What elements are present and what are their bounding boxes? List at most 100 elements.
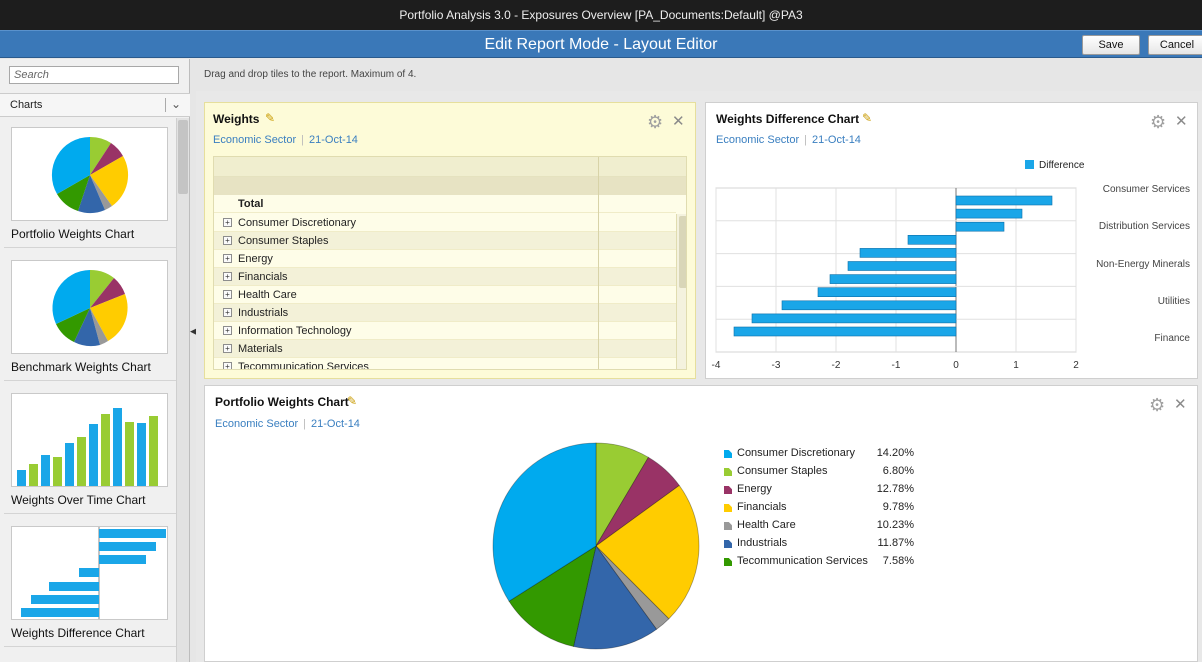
x-tick-label: 1 [1013, 360, 1019, 371]
x-tick-label: -1 [892, 360, 901, 371]
save-button[interactable]: Save [1082, 35, 1140, 55]
grouping-link[interactable]: Economic Sector [215, 418, 299, 430]
difference-bar [781, 300, 957, 311]
tile-weights-difference-chart[interactable]: Weights Difference Chart [4, 517, 176, 647]
difference-bar [751, 313, 957, 324]
row-label: Materials [238, 343, 283, 355]
pie-chart-icon [11, 260, 168, 354]
expand-icon[interactable]: + [223, 308, 232, 317]
expand-icon[interactable]: + [223, 344, 232, 353]
scrollbar-thumb[interactable] [679, 216, 686, 288]
pie-slice [595, 442, 649, 548]
pie-slice [595, 484, 700, 620]
pie-slice [595, 456, 680, 547]
grouping-link[interactable]: Economic Sector [716, 134, 800, 146]
table-row[interactable]: + Information Technology [214, 322, 676, 340]
table-row[interactable]: + Consumer Staples [214, 232, 676, 250]
category-label: Utilities [1158, 296, 1190, 307]
pencil-icon[interactable]: ✎ [347, 394, 358, 408]
legend-label: Difference [1039, 160, 1085, 171]
tile-list-scrollbar[interactable] [176, 118, 189, 662]
category-label: Non-Energy Minerals [1096, 259, 1190, 270]
expand-icon[interactable]: + [223, 272, 232, 281]
pie-slice [508, 545, 597, 647]
scrollbar-thumb[interactable] [178, 120, 188, 194]
table-row[interactable]: + Financials [214, 268, 676, 286]
chevron-down-icon[interactable]: ⌄ [171, 97, 182, 111]
category-label: Charts [10, 99, 43, 111]
expand-icon[interactable]: + [223, 218, 232, 227]
legend-percent: 10.23% [876, 519, 914, 531]
tile-weights-over-time-chart[interactable]: Weights Over Time Chart [4, 384, 176, 514]
panel-subtitle: Economic Sector | 21-Oct-14 [213, 134, 358, 146]
tile-label: Weights Difference Chart [11, 626, 145, 640]
table-row[interactable]: + Tecommunication Services [214, 358, 676, 370]
tile-portfolio-weights-chart[interactable]: Portfolio Weights Chart [4, 118, 176, 248]
tile-label: Weights Over Time Chart [11, 493, 146, 507]
collapse-panel-icon[interactable]: ◀ [190, 326, 197, 336]
gear-icon[interactable]: ⚙ [1150, 112, 1167, 132]
legend-percent: 7.58% [882, 555, 914, 567]
portfolio-pie-chart [492, 442, 700, 650]
difference-bar [847, 261, 957, 271]
portfolio-weights-panel[interactable]: Portfolio Weights Chart ✎ Economic Secto… [204, 385, 1198, 662]
table-row[interactable]: + Industrials [214, 304, 676, 322]
legend-label: Consumer Discretionary [737, 447, 855, 459]
tile-benchmark-weights-chart[interactable]: Benchmark Weights Chart [4, 251, 176, 381]
search-input[interactable]: Search [9, 66, 179, 84]
pie-slice [492, 442, 597, 602]
legend-swatch [724, 522, 732, 530]
table-row[interactable]: + Energy [214, 250, 676, 268]
weights-grid: Total + Consumer Discretionary + Consumer … [213, 156, 687, 370]
row-label: Industrials [238, 307, 289, 319]
mode-bar: Edit Report Mode - Layout Editor Save Ca… [0, 30, 1202, 58]
row-label: Energy [238, 253, 273, 265]
difference-bar-chart: -4 -3 -2 -1 0 1 2 Consumer Services Distribution… [712, 160, 1190, 371]
expand-icon[interactable]: + [223, 236, 232, 245]
pencil-icon[interactable]: ✎ [265, 111, 276, 125]
expand-icon[interactable]: + [223, 362, 232, 369]
grouping-link[interactable]: Economic Sector [213, 134, 297, 146]
close-icon[interactable]: ✕ [1175, 113, 1188, 130]
category-dropdown[interactable]: Charts ⌄ [0, 93, 190, 117]
pie-chart-icon [11, 127, 168, 221]
report-canvas: Weights ✎ Economic Sector | 21-Oct-14 ⚙ ✕ … [196, 91, 1202, 662]
date-link[interactable]: 21-Oct-14 [812, 134, 861, 146]
horizontal-bar-chart-icon [11, 526, 168, 620]
cancel-button[interactable]: Cancel [1148, 35, 1202, 55]
pie-slice [573, 545, 658, 650]
gear-icon[interactable]: ⚙ [647, 112, 664, 132]
table-row[interactable]: + Health Care [214, 286, 676, 304]
weights-panel[interactable]: Weights ✎ Economic Sector | 21-Oct-14 ⚙ ✕ … [204, 102, 696, 379]
x-tick-label: -3 [772, 360, 781, 371]
table-row[interactable]: + Consumer Discretionary [214, 214, 676, 232]
legend-label: Tecommunication Services [737, 555, 868, 567]
date-link[interactable]: 21-Oct-14 [309, 134, 358, 146]
close-icon[interactable]: ✕ [1174, 396, 1187, 413]
row-label: Consumer Discretionary [238, 217, 356, 229]
panel-title: Weights [213, 112, 260, 126]
legend-swatch [724, 450, 732, 458]
grid-scrollbar[interactable] [676, 214, 686, 369]
tile-list: Portfolio Weights Chart Benchmark [0, 118, 176, 662]
legend-swatch [1025, 160, 1034, 169]
expand-icon[interactable]: + [223, 254, 232, 263]
legend-label: Financials [737, 501, 787, 513]
expand-icon[interactable]: + [223, 326, 232, 335]
difference-bar [817, 287, 957, 297]
legend-swatch [724, 558, 732, 566]
close-icon[interactable]: ✕ [672, 113, 685, 130]
pie-slice [595, 545, 670, 630]
row-label: Tecommunication Services [238, 361, 369, 370]
expand-icon[interactable]: + [223, 290, 232, 299]
mode-title: Edit Report Mode - Layout Editor [484, 36, 718, 53]
difference-bar [859, 248, 957, 258]
table-row[interactable]: + Materials [214, 340, 676, 358]
pencil-icon[interactable]: ✎ [862, 111, 873, 125]
weights-difference-panel[interactable]: Weights Difference Chart ✎ Economic Sect… [705, 102, 1198, 379]
gear-icon[interactable]: ⚙ [1149, 395, 1166, 415]
window-title: Portfolio Analysis 3.0 - Exposures Overv… [0, 0, 1202, 30]
difference-bar [955, 208, 1023, 219]
date-link[interactable]: 21-Oct-14 [311, 418, 360, 430]
x-tick-label: -4 [712, 360, 721, 371]
